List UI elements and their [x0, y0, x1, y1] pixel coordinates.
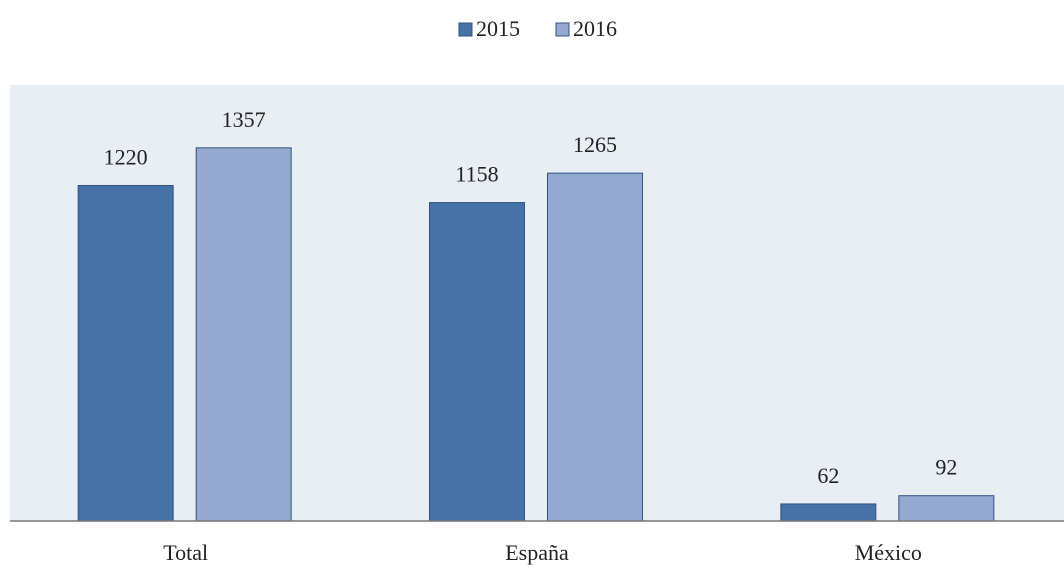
bar [77, 185, 174, 522]
bar [780, 503, 877, 522]
x-tick-label: México [855, 540, 922, 565]
legend-label: 2015 [476, 16, 520, 41]
data-label: 1220 [104, 145, 148, 170]
x-tick-label: España [505, 540, 569, 565]
x-tick-label: Total [163, 540, 208, 565]
legend-swatch [458, 22, 473, 37]
data-label: 1357 [222, 107, 266, 132]
bar [195, 147, 292, 522]
data-label: 1265 [573, 132, 617, 157]
data-label: 92 [935, 455, 957, 480]
legend-label: 2016 [573, 16, 617, 41]
data-label: 1158 [455, 162, 498, 187]
plot-area [10, 85, 1064, 521]
data-label: 62 [817, 463, 839, 488]
bar [898, 495, 995, 522]
bar [429, 202, 525, 522]
legend-swatch [555, 22, 570, 37]
bar [547, 172, 643, 522]
